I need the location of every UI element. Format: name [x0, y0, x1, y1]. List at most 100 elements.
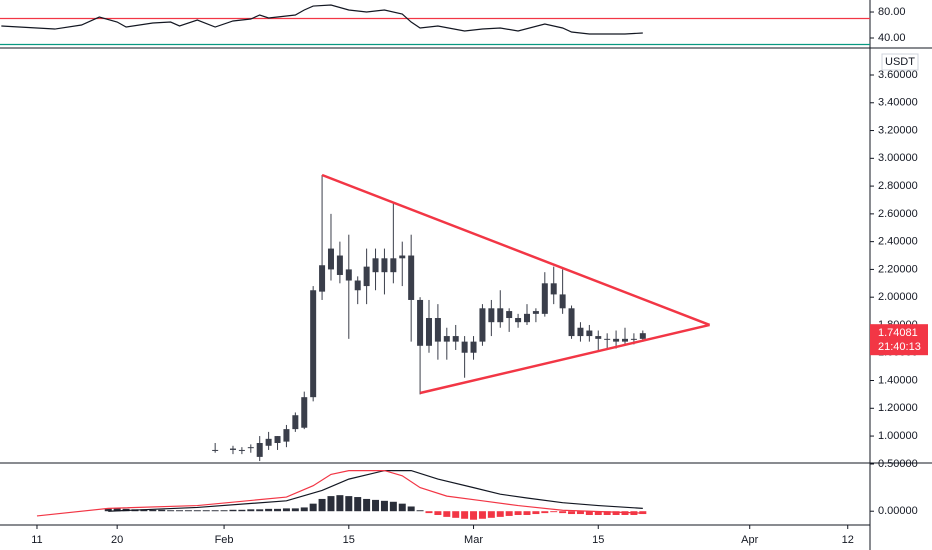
candle-body — [372, 258, 379, 273]
y-tick-label: 3.40000 — [878, 97, 918, 109]
histogram-bar — [345, 496, 353, 512]
histogram-bar — [523, 511, 531, 515]
histogram-bar — [149, 509, 157, 512]
x-tick-label: 20 — [111, 534, 123, 546]
candle-body — [292, 415, 299, 430]
candle-body — [212, 449, 219, 451]
candle-body — [479, 308, 486, 342]
candle-body — [541, 283, 548, 314]
candle-body — [301, 397, 308, 428]
candle-body — [577, 327, 584, 337]
candle-body — [399, 255, 406, 259]
x-tick-label: 15 — [343, 534, 355, 546]
histogram-bar — [202, 510, 210, 512]
y-tick-label: 2.80000 — [878, 180, 918, 192]
histogram-bar — [398, 503, 406, 512]
candle-body — [274, 436, 281, 444]
histogram-bar — [193, 510, 201, 512]
candle-body — [621, 338, 628, 342]
candle-body — [497, 308, 504, 323]
histogram-bar — [282, 508, 290, 512]
candle-body — [265, 438, 272, 446]
histogram-bar — [505, 511, 513, 516]
histogram-bar — [461, 511, 469, 519]
histogram-bar — [425, 511, 433, 514]
y-tick-label: 2.20000 — [878, 263, 918, 275]
histogram-bar — [470, 511, 478, 520]
currency-box — [881, 53, 919, 71]
candle-body — [506, 311, 513, 319]
histogram-bar — [380, 500, 388, 512]
x-tick-label: 12 — [842, 534, 854, 546]
candle-body — [408, 255, 415, 300]
candle-body — [354, 280, 361, 291]
histogram-bar — [550, 511, 558, 513]
x-tick-label: 11 — [31, 534, 42, 546]
histogram-bar — [416, 510, 424, 512]
candle-body — [247, 447, 254, 449]
candle-body — [559, 294, 566, 309]
histogram-bar — [612, 511, 620, 515]
histogram-bar — [229, 509, 237, 512]
y-tick-label: 0.00000 — [878, 505, 918, 517]
histogram-bar — [559, 511, 567, 514]
histogram-bar — [541, 511, 549, 514]
candle-body — [595, 336, 602, 339]
candle-body — [532, 311, 539, 314]
candle-body — [586, 330, 593, 337]
histogram-bar — [389, 501, 397, 512]
y-tick-label: 2.40000 — [878, 236, 918, 248]
histogram-bar — [265, 508, 273, 512]
histogram-bar — [336, 495, 344, 512]
histogram-bar — [327, 496, 335, 512]
candle-body — [461, 341, 468, 353]
candle-body — [425, 318, 432, 346]
candle-body — [417, 299, 424, 346]
histogram-bar — [585, 511, 593, 515]
x-tick-label: 15 — [592, 534, 604, 546]
y-tick-label: 3.60000 — [878, 69, 918, 81]
y-tick-label: 80.00 — [878, 6, 906, 18]
y-tick-label: 1.20000 — [878, 402, 918, 414]
y-tick-label: 40.00 — [878, 32, 906, 44]
x-tick-label: Apr — [741, 534, 758, 546]
candle-body — [443, 336, 450, 342]
y-tick-label: 0.50000 — [878, 458, 918, 470]
y-tick-label: 3.20000 — [878, 124, 918, 136]
histogram-bar — [443, 511, 451, 517]
histogram-bar — [256, 509, 264, 512]
histogram-bar — [452, 511, 460, 518]
histogram-bar — [603, 511, 611, 515]
rsi-line — [1, 4, 643, 35]
candle-body — [327, 248, 334, 270]
candle-body — [283, 429, 290, 442]
macd-line — [108, 470, 643, 512]
trendline — [419, 323, 710, 395]
macd-line — [36, 470, 643, 517]
candle-body — [363, 266, 370, 287]
candle-body — [238, 449, 245, 451]
pane — [0, 4, 870, 46]
histogram-bar — [113, 508, 121, 512]
histogram-bar — [158, 509, 166, 512]
histogram-bar — [220, 510, 228, 512]
candle-body — [319, 265, 326, 292]
histogram-bar — [274, 508, 282, 512]
x-tick-label: Mar — [464, 534, 483, 546]
candle-body — [613, 338, 620, 342]
histogram-bar — [318, 498, 326, 512]
histogram-bar — [291, 508, 299, 512]
candle-body — [381, 258, 388, 273]
histogram-bar — [211, 510, 219, 512]
candle-body — [523, 313, 530, 323]
candle-body — [336, 255, 343, 275]
histogram-bar — [496, 511, 504, 517]
y-tick-label: 2.60000 — [878, 208, 918, 220]
histogram-bar — [104, 508, 112, 512]
candle-body — [229, 448, 236, 450]
candle-body — [310, 290, 317, 398]
price-tag — [870, 324, 928, 356]
candle-body — [488, 308, 495, 323]
candle-body — [568, 308, 575, 337]
